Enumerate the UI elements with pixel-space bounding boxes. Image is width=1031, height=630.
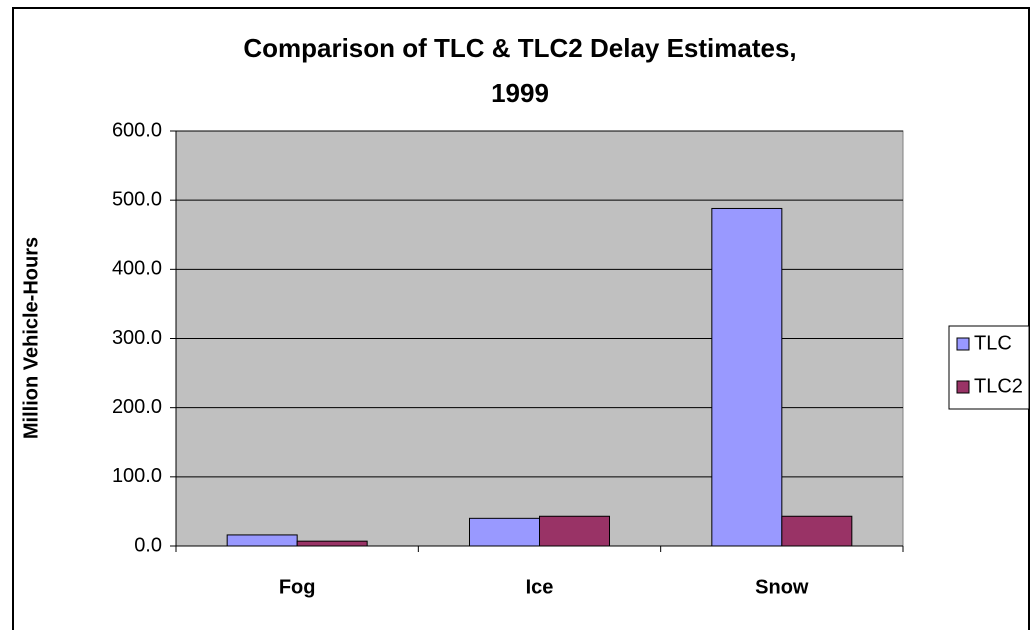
bar — [711, 207, 783, 547]
x-tick-label: Snow — [755, 576, 809, 598]
bar — [296, 540, 368, 547]
bar — [226, 534, 298, 547]
y-tick-label: 100.0 — [112, 465, 162, 487]
y-tick-label: 400.0 — [112, 258, 162, 280]
y-tick-label: 300.0 — [112, 327, 162, 349]
chart-title: Comparison of TLC & TLC2 Delay Estimates… — [243, 33, 796, 63]
bar — [539, 515, 610, 547]
legend-swatch — [956, 380, 970, 394]
y-tick-label: 200.0 — [112, 396, 162, 418]
y-axis-label: Million Vehicle-Hours — [20, 237, 42, 439]
y-tick-label: 500.0 — [112, 188, 162, 210]
y-tick-label: 0.0 — [134, 534, 162, 556]
bar — [781, 515, 853, 547]
legend-label: TLC — [974, 332, 1012, 354]
x-tick-label: Fog — [279, 576, 316, 598]
chart-title: 1999 — [491, 78, 549, 108]
legend-label: TLC2 — [974, 375, 1023, 397]
bar — [469, 517, 540, 547]
legend-swatch — [956, 337, 970, 351]
y-tick-label: 600.0 — [112, 119, 162, 141]
x-tick-label: Ice — [526, 576, 554, 598]
